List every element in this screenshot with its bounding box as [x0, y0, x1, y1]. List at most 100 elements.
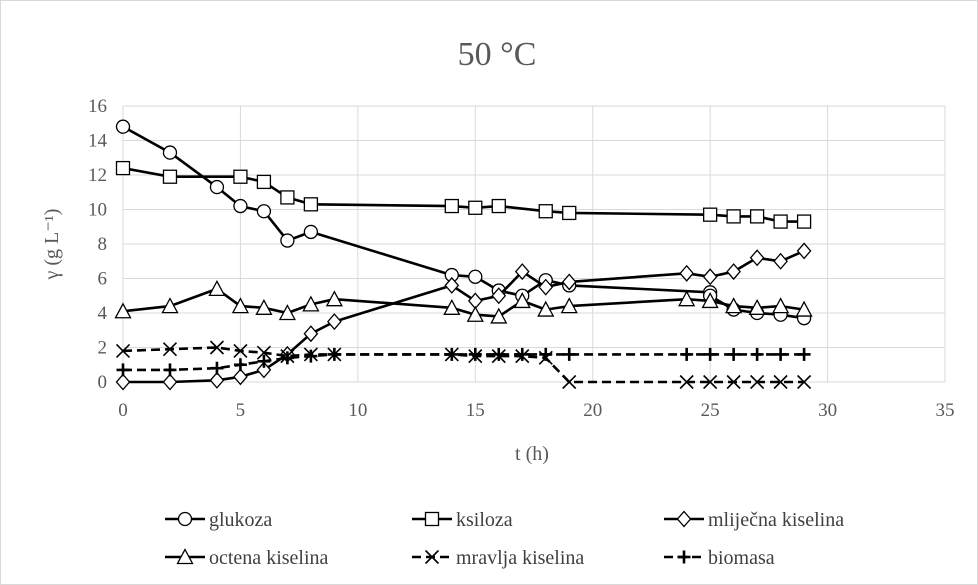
- data-point: [727, 347, 741, 361]
- data-point: [257, 354, 271, 368]
- data-point: [562, 374, 577, 390]
- series-5: [116, 347, 811, 377]
- x-tick-label: 10: [348, 400, 367, 421]
- data-point: [702, 207, 718, 222]
- data-point: [278, 304, 296, 321]
- data-point: [256, 204, 272, 219]
- data-point: [773, 252, 788, 270]
- data-point: [795, 300, 813, 317]
- data-point: [304, 349, 318, 363]
- data-point: [327, 313, 342, 331]
- legend-item-3: octena kiselina: [165, 547, 329, 569]
- y-tick-label: 14: [88, 131, 108, 152]
- data-point: [491, 198, 506, 214]
- data-point: [210, 361, 224, 375]
- data-point: [115, 160, 131, 176]
- data-point: [162, 169, 178, 184]
- data-point: [280, 233, 295, 248]
- y-tick-label: 6: [98, 269, 108, 290]
- data-point: [233, 198, 248, 214]
- data-point: [161, 297, 179, 314]
- x-mark-stroke: [679, 374, 694, 390]
- data-point: [233, 358, 247, 372]
- x-mark-stroke: [233, 343, 248, 359]
- data-point: [537, 300, 555, 317]
- legend-marker: [177, 511, 193, 527]
- legend-label: mliječna kiselina: [708, 509, 844, 531]
- data-point: [561, 273, 577, 291]
- series-3: [114, 279, 813, 324]
- x-mark-stroke: [115, 343, 131, 359]
- data-point: [725, 297, 743, 314]
- x-mark-stroke: [256, 345, 271, 360]
- data-point: [445, 347, 459, 361]
- x-tick-label: 35: [936, 400, 955, 421]
- legend-marker: [424, 511, 440, 527]
- legend-item-5: biomasa: [664, 547, 775, 569]
- x-mark-stroke: [209, 340, 225, 355]
- data-point: [256, 361, 272, 379]
- y-tick-label: 0: [98, 372, 108, 393]
- data-point: [726, 209, 741, 224]
- legend-label: mravlja kiselina: [456, 547, 584, 569]
- legend-marker: [676, 510, 692, 528]
- y-tick-label: 16: [88, 96, 107, 117]
- data-point: [701, 292, 719, 309]
- data-point: [115, 373, 131, 391]
- data-point: [303, 325, 319, 343]
- axes: 0 2 4 6 8 10 12 14 16 0 5 10 15 20 25 30 35: [88, 96, 955, 421]
- data-point: [302, 295, 320, 312]
- data-point: [750, 347, 764, 361]
- legend-item-2: mliječna kiselina: [664, 509, 844, 531]
- x-mark-stroke: [773, 374, 788, 390]
- data-point: [797, 347, 811, 361]
- data-point: [162, 342, 178, 357]
- data-point: [233, 368, 248, 386]
- y-tick-label: 12: [88, 165, 107, 186]
- x-mark-stroke: [162, 342, 178, 357]
- data-point: [680, 347, 694, 361]
- x-mark-stroke: [797, 374, 812, 390]
- x-tick-label: 15: [466, 400, 485, 421]
- data-point: [466, 305, 484, 322]
- data-point: [444, 198, 459, 214]
- data-point: [162, 373, 178, 391]
- data-point: [750, 374, 765, 390]
- legend-label: octena kiselina: [209, 547, 329, 569]
- data-point: [513, 292, 531, 309]
- data-point: [256, 345, 271, 360]
- data-point: [303, 224, 319, 240]
- data-point: [678, 290, 696, 307]
- series-2: [115, 242, 812, 391]
- x-mark-stroke: [424, 549, 440, 565]
- data-point: [703, 374, 718, 390]
- data-point: [702, 268, 718, 286]
- x-tick-label: 0: [118, 400, 128, 421]
- y-tick-label: 4: [98, 303, 108, 324]
- data-point: [491, 287, 507, 305]
- data-point: [796, 214, 812, 229]
- data-point: [562, 347, 576, 361]
- data-point: [303, 197, 319, 212]
- x-mark-stroke: [562, 374, 577, 390]
- data-point: [115, 343, 131, 359]
- data-point: [233, 169, 248, 184]
- data-point: [208, 279, 226, 297]
- x-tick-label: 20: [583, 400, 602, 421]
- data-point: [538, 204, 553, 219]
- y-tick-label: 2: [98, 338, 108, 359]
- x-axis-label: t (h): [515, 443, 549, 465]
- data-point: [773, 214, 788, 229]
- series-1: [115, 160, 812, 229]
- data-point: [562, 205, 577, 221]
- legend-marker: [424, 549, 440, 565]
- data-point: [327, 347, 341, 361]
- data-point: [468, 269, 483, 284]
- y-tick-label: 10: [88, 200, 107, 221]
- legend-marker: [677, 550, 691, 564]
- legend-label: biomasa: [708, 547, 775, 569]
- legend-marker: [176, 548, 194, 565]
- series-line: [122, 125, 805, 320]
